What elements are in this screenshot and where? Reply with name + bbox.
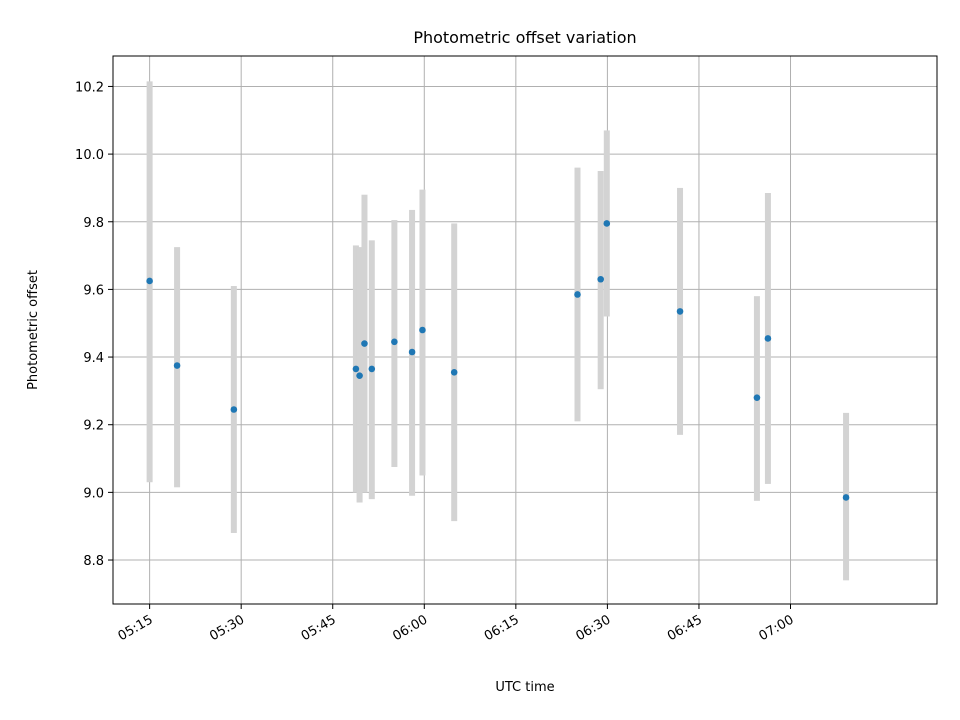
data-point bbox=[146, 277, 153, 285]
y-tick-label: 9.2 bbox=[83, 419, 104, 434]
y-tick-label: 9.4 bbox=[83, 351, 104, 366]
data-point bbox=[603, 220, 611, 227]
data-point bbox=[361, 340, 368, 347]
y-axis-ticks: 8.8 9.0 9.2 9.4 9.6 9.8 10.0 10.2 bbox=[75, 80, 113, 569]
data-point bbox=[391, 338, 398, 346]
data-point bbox=[408, 348, 416, 356]
data-point bbox=[753, 394, 761, 401]
y-tick-label: 9.0 bbox=[83, 486, 104, 501]
data-points bbox=[146, 220, 850, 501]
y-tick-label: 10.0 bbox=[75, 148, 104, 163]
data-point bbox=[842, 494, 850, 501]
data-point bbox=[597, 275, 604, 283]
y-tick-label: 10.2 bbox=[75, 80, 104, 95]
chart-title: Photometric offset variation bbox=[413, 28, 636, 47]
plot-frame bbox=[112, 55, 938, 605]
data-point bbox=[676, 308, 684, 315]
y-tick-label: 9.6 bbox=[83, 283, 104, 298]
y-tick-label: 8.8 bbox=[83, 554, 104, 569]
x-axis-label: UTC time bbox=[495, 680, 554, 695]
y-axis-label: Photometric offset bbox=[26, 270, 41, 390]
data-point bbox=[352, 365, 360, 373]
data-point bbox=[764, 335, 772, 342]
data-point bbox=[419, 326, 426, 334]
y-tick-label: 9.8 bbox=[83, 216, 104, 231]
data-point bbox=[574, 291, 581, 298]
data-point bbox=[230, 406, 238, 413]
data-point bbox=[356, 372, 363, 379]
data-point bbox=[173, 362, 181, 369]
data-point bbox=[368, 365, 376, 373]
data-point bbox=[450, 368, 458, 376]
